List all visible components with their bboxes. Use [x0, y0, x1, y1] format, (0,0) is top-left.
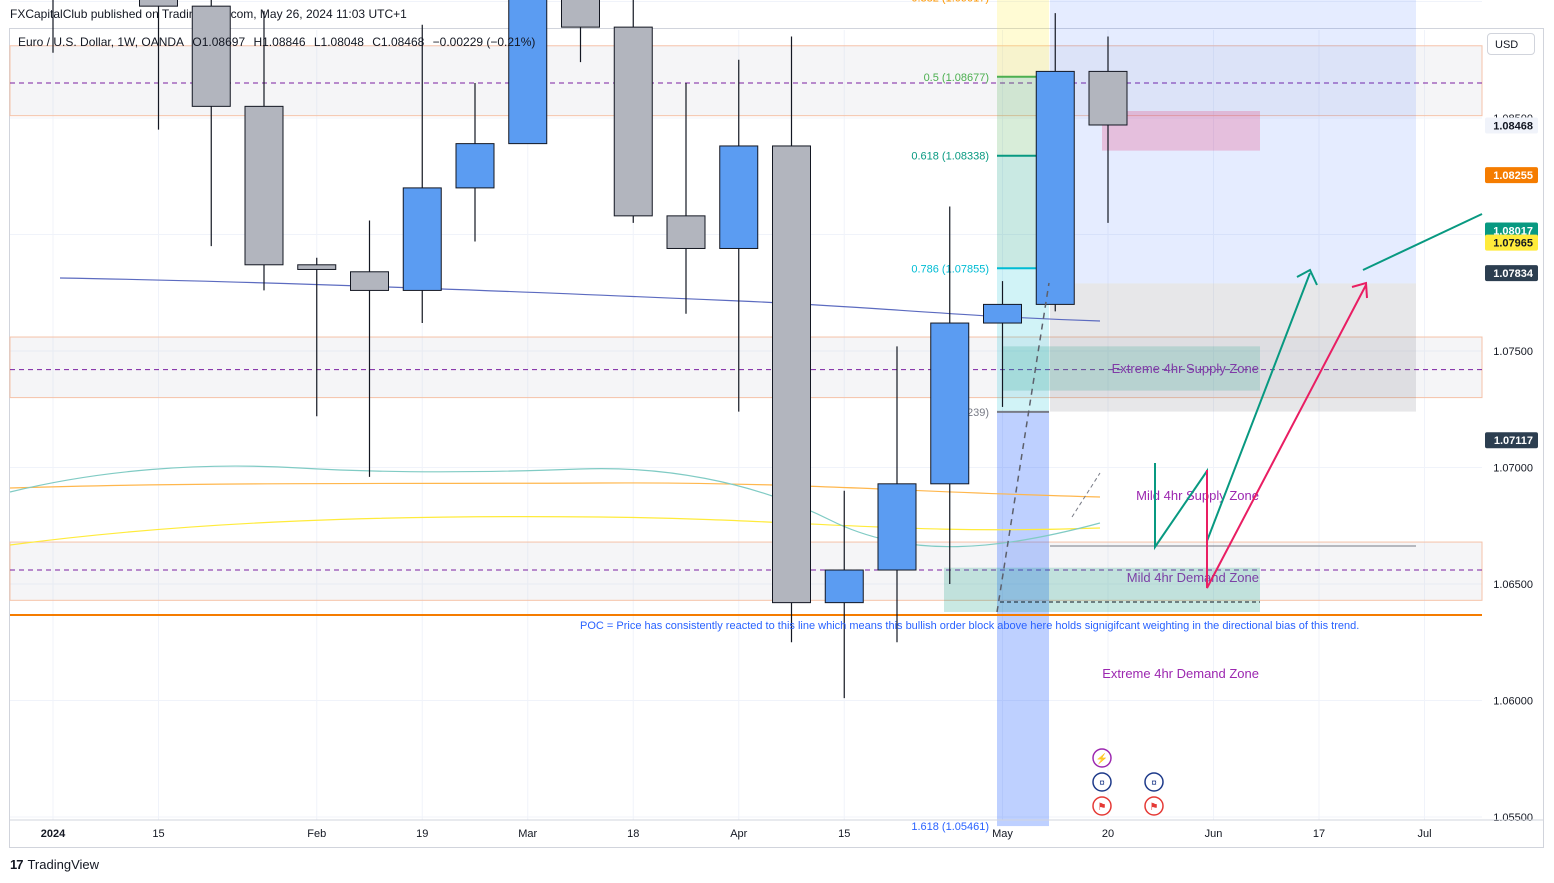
time-tick-label: 2024	[41, 828, 66, 840]
event-icon-glyph: ⚡	[1096, 752, 1108, 765]
fib-label-2: 0.382 (1.09017)	[911, 0, 989, 5]
price-label-4: 1.08017	[1493, 226, 1533, 238]
time-tick-label: Jul	[1417, 828, 1431, 840]
symbol-legend: Euro / U.S. Dollar, 1W, OANDA O1.08697 H…	[18, 35, 540, 49]
ohlc-close: C1.08468	[372, 35, 425, 49]
ma-blue	[59, 277, 1101, 322]
price-label-box	[1485, 222, 1538, 239]
event-icon-glyph: ⚑	[1098, 802, 1107, 813]
price-label-box	[1485, 167, 1538, 184]
price-label-7: 1.07117	[1494, 435, 1533, 447]
candle-body[interactable]	[1088, 70, 1128, 126]
symbol-name[interactable]: Euro / U.S. Dollar, 1W, OANDA	[18, 35, 185, 49]
fib-trendline	[996, 282, 1050, 613]
candle-body[interactable]	[139, 0, 178, 7]
ma-orange	[9, 482, 1101, 498]
candle-body[interactable]	[772, 145, 811, 604]
currency-button[interactable]: USD	[1487, 33, 1535, 55]
candle-body[interactable]	[402, 187, 442, 291]
time-tick-label: Feb	[307, 828, 326, 840]
zone-3	[944, 567, 1260, 612]
zone-2	[1002, 346, 1260, 391]
fib-label-3: 0.5 (1.08677)	[924, 72, 989, 84]
time-tick-label: 17	[1313, 828, 1325, 840]
ohlc-open: O1.08697	[192, 35, 246, 49]
arrow-head-teal-icon	[1296, 268, 1318, 286]
zone-label-3: Extreme 4hr Demand Zone	[1102, 666, 1259, 681]
footer: 17 TradingView	[10, 857, 99, 872]
candle-body[interactable]	[877, 483, 917, 571]
zone-label-1: Mild 4hr Supply Zone	[1136, 488, 1259, 503]
ohlc-change: −0.00229 (−0.21%)	[432, 35, 536, 49]
zone-label-0: Extreme 4hr Supply Zone	[1112, 361, 1259, 376]
price-tick-label: 1.06500	[1493, 579, 1533, 591]
time-tick-label: 15	[838, 828, 850, 840]
price-label-6: 1.07834	[1493, 268, 1534, 280]
fib-label-7: 1.618 (1.05461)	[911, 821, 989, 833]
candle-body[interactable]	[191, 5, 231, 107]
time-tick-label: May	[992, 828, 1013, 840]
projection-dash	[1071, 472, 1101, 518]
ma-yellow	[9, 516, 1101, 546]
candle-body[interactable]	[561, 0, 600, 28]
event-icon[interactable]	[1092, 748, 1112, 768]
zone-band	[9, 541, 1483, 601]
fib-label-4: 0.618 (1.08338)	[911, 151, 989, 163]
event-icon[interactable]	[1092, 796, 1112, 816]
price-label-box	[1485, 234, 1538, 251]
event-icon[interactable]	[1144, 796, 1164, 816]
event-icon-glyph: ¤	[1151, 778, 1157, 789]
event-icon-glyph: ⚑	[1150, 802, 1159, 813]
candle-body[interactable]	[930, 322, 970, 485]
candle-body[interactable]	[824, 569, 864, 604]
candle-body[interactable]	[666, 215, 706, 249]
price-label-2: 1.08468	[1493, 120, 1533, 132]
price-tick-label: 1.06000	[1493, 696, 1533, 708]
tradingview-logo-icon: 17	[10, 857, 24, 872]
projection-red	[1206, 284, 1367, 589]
zone-1	[1102, 111, 1260, 151]
candle-body[interactable]	[244, 105, 284, 266]
candle-body[interactable]	[1035, 70, 1075, 305]
event-icon[interactable]	[1092, 772, 1112, 792]
candle-body[interactable]	[508, 0, 548, 145]
price-label-box	[1485, 265, 1538, 282]
zone-band	[9, 336, 1483, 399]
price-tick-label: 1.07500	[1493, 346, 1533, 358]
time-tick-label: Jun	[1205, 828, 1223, 840]
time-tick-label: 20	[1102, 828, 1114, 840]
time-tick-label: 15	[152, 828, 164, 840]
price-label-5: 1.07965	[1493, 238, 1533, 250]
chart-frame	[9, 28, 1544, 848]
price-tick-label: 1.05500	[1493, 812, 1533, 824]
ohlc-low: L1.08048	[313, 35, 364, 49]
price-label-3: 1.08255	[1493, 170, 1533, 182]
event-icon[interactable]	[1144, 772, 1164, 792]
price-tick-label: 1.07000	[1493, 463, 1533, 475]
candle-body[interactable]	[455, 143, 495, 189]
candle-body[interactable]	[613, 26, 653, 217]
candle-body[interactable]	[719, 145, 759, 249]
time-tick-label: 19	[416, 828, 428, 840]
zone-label-2: Mild 4hr Demand Zone	[1127, 570, 1259, 585]
fib-band	[997, 0, 1049, 77]
ohlc-high: H1.08846	[253, 35, 306, 49]
candle-body[interactable]	[297, 264, 337, 270]
time-tick-label: Mar	[518, 828, 537, 840]
time-tick-label: Apr	[730, 828, 747, 840]
candle-body[interactable]	[983, 303, 1022, 324]
zone-band	[9, 45, 1483, 117]
candle-body[interactable]	[350, 271, 389, 291]
fib-band	[997, 411, 1049, 827]
price-label-box	[1485, 432, 1538, 449]
target-box	[1050, 0, 1416, 284]
poc-annotation[interactable]: POC = Price has consistently reacted to …	[580, 620, 1359, 632]
projection-teal-2	[1362, 213, 1483, 271]
footer-brand[interactable]: TradingView	[27, 857, 100, 872]
price-label-box	[1485, 117, 1538, 134]
time-tick-label: 18	[627, 828, 639, 840]
arrow-head-red-icon	[1351, 281, 1368, 299]
event-icon-glyph: ¤	[1099, 778, 1105, 789]
